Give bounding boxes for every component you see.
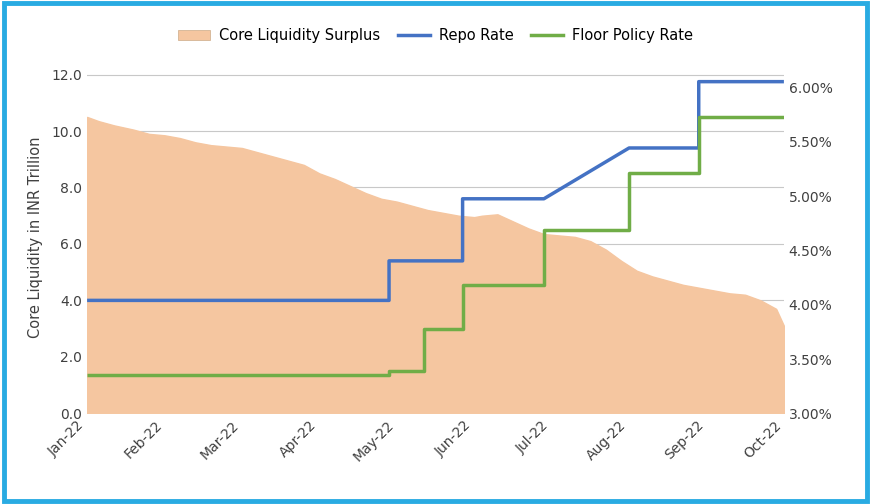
Y-axis label: Core Liquidity in INR Trillion: Core Liquidity in INR Trillion	[28, 136, 44, 338]
Legend: Core Liquidity Surplus, Repo Rate, Floor Policy Rate: Core Liquidity Surplus, Repo Rate, Floor…	[172, 22, 699, 48]
